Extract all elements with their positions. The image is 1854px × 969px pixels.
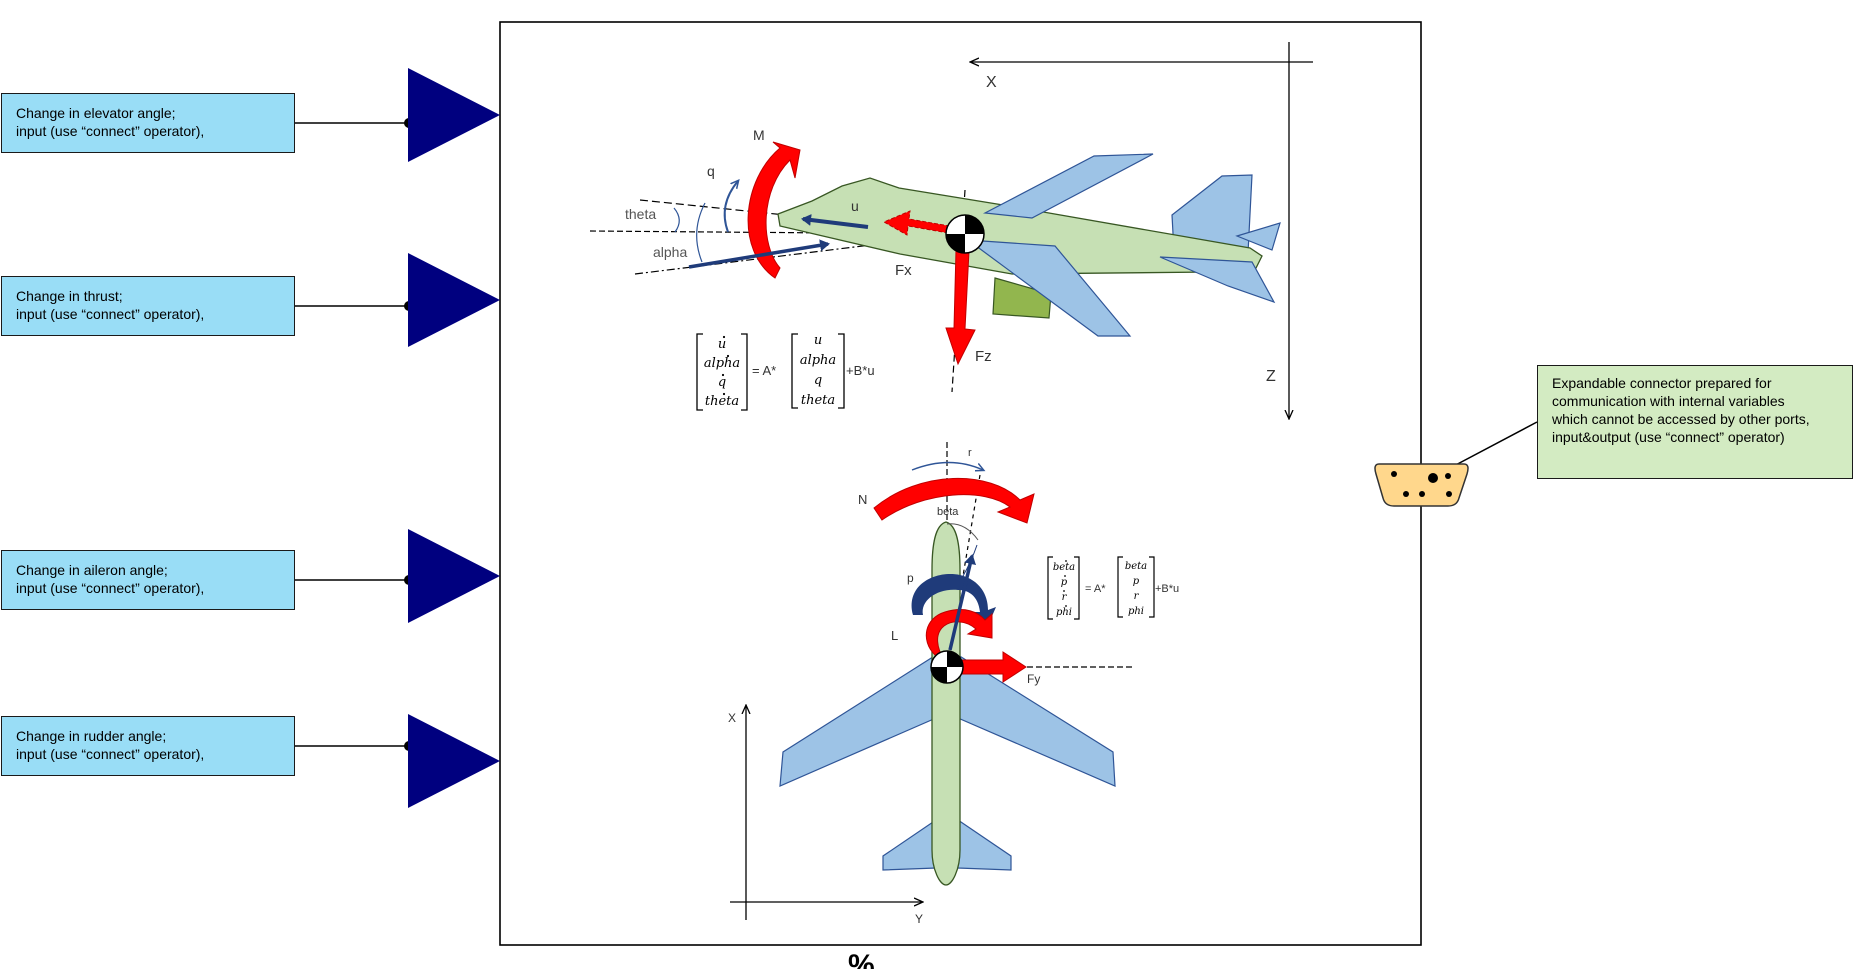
- side-tail-lower: [1159, 256, 1276, 304]
- rudder-input-port[interactable]: [408, 714, 500, 808]
- rudder-callout-line1: Change in rudder angle;: [16, 728, 167, 744]
- eq1-rhs-u: u: [814, 333, 822, 348]
- aileron-callout-line2: input (use “connect” operator),: [16, 580, 205, 596]
- thrust-callout-line2: input (use “connect” operator),: [16, 306, 205, 322]
- eq1-lhs-theta: theta: [705, 394, 739, 409]
- aileron-callout-line1: Change in aileron angle;: [16, 562, 168, 578]
- velocity-arrow: [688, 239, 830, 269]
- rudder-callout-line2: input (use “connect” operator),: [16, 746, 205, 762]
- fz-force-arrow: [945, 249, 976, 366]
- top-axis-y-label: Y: [915, 912, 923, 926]
- fy-force-arrow: [959, 651, 1027, 683]
- top-cg-marker-icon: [930, 650, 964, 684]
- elevator-callout-line1: Change in elevator angle;: [16, 105, 176, 121]
- eq2-rhs-p: p: [1133, 576, 1140, 587]
- top-view-group: X Y N r: [728, 442, 1179, 926]
- eq1-rhs-alpha: alpha: [800, 353, 836, 368]
- roll-moment-arrow: [925, 609, 993, 662]
- label-m: M: [753, 127, 765, 143]
- side-stabilizer-upper: [1235, 222, 1281, 251]
- eq2-rhs-r: r: [1134, 591, 1140, 602]
- label-u: u: [851, 198, 859, 214]
- eq1-rhs-q: q: [814, 373, 822, 388]
- top-axis-x-label: X: [728, 711, 736, 725]
- eq1-lhs-alpha: alpha: [704, 356, 740, 371]
- eq2-lhs-beta: beta: [1053, 562, 1075, 573]
- bus-callout-line3: which cannot be accessed by other ports,: [1552, 411, 1810, 427]
- side-cg-marker-icon: [945, 214, 985, 254]
- elevator-callout-line2: input (use “connect” operator),: [16, 123, 205, 139]
- thrust-callout-line1: Change in thrust;: [16, 288, 123, 304]
- eq2-tail: +B*u: [1155, 583, 1179, 595]
- top-velocity-arrow: [948, 554, 977, 651]
- label-p: p: [907, 571, 914, 585]
- side-axis-z-label: Z: [1266, 368, 1276, 385]
- side-wing-upper: [982, 153, 1154, 219]
- pitch-moment-arrow: [747, 141, 801, 279]
- side-fuselage: [777, 177, 1263, 275]
- lateral-equation: beta p r phi = A* beta p r phi +B*u: [1047, 556, 1179, 620]
- eq1-rhs-theta: theta: [801, 393, 835, 408]
- bus-callout: Expandable connector prepared for commun…: [1537, 365, 1853, 479]
- eq1-mid: = A*: [752, 363, 776, 378]
- label-q: q: [707, 163, 715, 179]
- eq1-tail: +B*u: [846, 363, 875, 378]
- label-r: r: [968, 447, 972, 459]
- eq1-lhs-u: u: [718, 337, 726, 352]
- eq2-lhs-p: p: [1061, 577, 1068, 588]
- label-fz: Fz: [975, 348, 992, 365]
- leader-dots: [404, 118, 414, 751]
- label-alpha: alpha: [653, 244, 687, 260]
- label-beta: beta: [937, 506, 959, 518]
- aileron-callout: Change in aileron angle; input (use “con…: [1, 550, 295, 610]
- thrust-input-port[interactable]: [408, 253, 500, 347]
- label-l: L: [891, 628, 898, 643]
- elevator-callout: Change in elevator angle; input (use “co…: [1, 93, 295, 153]
- block-name-label: %: [848, 949, 875, 969]
- side-view-group: X Z M: [589, 42, 1313, 418]
- aileron-input-port[interactable]: [408, 529, 500, 623]
- eq2-rhs-phi: phi: [1128, 606, 1144, 617]
- thrust-callout: Change in thrust; input (use “connect” o…: [1, 276, 295, 336]
- yaw-moment-arrow: [873, 478, 1035, 524]
- callout-leader-lines: [295, 122, 1538, 747]
- bus-connector-icon[interactable]: [1374, 463, 1469, 507]
- eq2-lhs-phi: phi: [1056, 607, 1072, 618]
- eq2-mid: = A*: [1085, 583, 1106, 595]
- eq2-rhs-beta: beta: [1125, 561, 1147, 572]
- side-engine: [992, 277, 1052, 319]
- bus-callout-line2: communication with internal variables: [1552, 393, 1785, 409]
- label-fx: Fx: [895, 262, 912, 279]
- rudder-callout: Change in rudder angle; input (use “conn…: [1, 716, 295, 776]
- side-axis-x-label: X: [986, 74, 997, 91]
- longitudinal-equation: u alpha q theta = A* u alpha q theta +B*…: [696, 333, 875, 411]
- label-n: N: [858, 492, 867, 507]
- label-fy: Fy: [1027, 672, 1040, 686]
- bus-callout-line4: input&output (use “connect” operator): [1552, 429, 1785, 445]
- eq1-lhs-q: q: [718, 375, 726, 390]
- roll-rate-arrow: [911, 574, 996, 630]
- bus-callout-line1: Expandable connector prepared for: [1552, 375, 1772, 391]
- side-wing-lower: [965, 239, 1132, 337]
- u-arrow: [801, 214, 869, 229]
- eq2-lhs-r: r: [1062, 592, 1068, 603]
- elevator-input-port[interactable]: [408, 68, 500, 162]
- label-theta: theta: [625, 206, 656, 222]
